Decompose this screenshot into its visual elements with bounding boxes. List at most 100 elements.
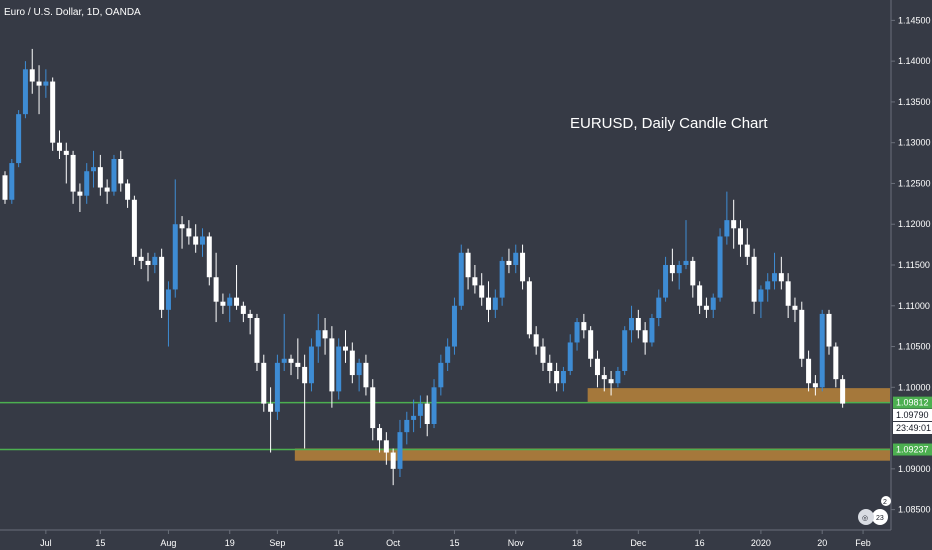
candle-52[interactable]	[356, 358, 362, 392]
candle-40[interactable]	[274, 354, 280, 420]
candle-30[interactable]	[206, 232, 212, 286]
candle-77[interactable]	[526, 277, 532, 339]
candle-89[interactable]	[608, 371, 614, 396]
candle-23[interactable]	[159, 248, 165, 318]
candle-21[interactable]	[145, 252, 151, 282]
candle-107[interactable]	[731, 199, 737, 249]
candle-110[interactable]	[751, 248, 757, 314]
candle-51[interactable]	[349, 342, 355, 384]
zone-lower[interactable]	[294, 448, 891, 461]
candle-1[interactable]	[9, 159, 15, 204]
candle-66[interactable]	[451, 297, 457, 355]
candle-37[interactable]	[254, 313, 260, 371]
candle-115[interactable]	[785, 273, 791, 318]
candle-59[interactable]	[404, 411, 410, 445]
tradingview-badge[interactable]: 2 ◎ 23	[858, 496, 891, 525]
candle-99[interactable]	[676, 260, 682, 290]
candle-16[interactable]	[111, 154, 117, 196]
candle-88[interactable]	[601, 366, 607, 392]
candle-44[interactable]	[302, 354, 308, 449]
candle-34[interactable]	[234, 265, 240, 310]
candle-35[interactable]	[240, 301, 246, 323]
candle-91[interactable]	[622, 326, 628, 376]
candle-92[interactable]	[629, 305, 635, 343]
candle-28[interactable]	[193, 224, 199, 253]
candle-18[interactable]	[125, 179, 131, 208]
candle-7[interactable]	[50, 77, 56, 151]
candle-0[interactable]	[2, 171, 8, 204]
candle-17[interactable]	[118, 150, 124, 192]
candle-80[interactable]	[547, 354, 553, 384]
candle-4[interactable]	[29, 48, 35, 94]
candle-25[interactable]	[172, 179, 178, 298]
candle-13[interactable]	[91, 150, 97, 188]
candle-3[interactable]	[22, 61, 28, 119]
candle-46[interactable]	[315, 313, 321, 363]
candle-71[interactable]	[486, 281, 492, 323]
candle-5[interactable]	[36, 65, 42, 115]
candle-102[interactable]	[697, 281, 703, 314]
candle-117[interactable]	[799, 301, 805, 367]
candle-29[interactable]	[199, 228, 205, 257]
candle-20[interactable]	[138, 248, 144, 270]
candle-9[interactable]	[63, 142, 69, 184]
candle-31[interactable]	[213, 252, 219, 323]
candle-70[interactable]	[479, 273, 485, 306]
candle-111[interactable]	[758, 285, 764, 318]
candle-38[interactable]	[261, 354, 267, 412]
candle-116[interactable]	[792, 297, 798, 323]
candle-96[interactable]	[656, 289, 662, 327]
candle-65[interactable]	[445, 338, 451, 371]
candle-120[interactable]	[819, 309, 825, 392]
candle-50[interactable]	[343, 330, 348, 363]
candle-78[interactable]	[533, 326, 539, 355]
candle-12[interactable]	[84, 163, 90, 204]
candle-33[interactable]	[227, 293, 233, 323]
candle-100[interactable]	[683, 220, 689, 270]
candle-75[interactable]	[513, 244, 519, 274]
candle-118[interactable]	[806, 350, 812, 392]
candle-48[interactable]	[329, 326, 335, 408]
candle-109[interactable]	[744, 228, 750, 265]
candle-101[interactable]	[690, 256, 696, 298]
candle-85[interactable]	[581, 313, 587, 339]
candle-72[interactable]	[492, 289, 498, 318]
candle-61[interactable]	[417, 395, 423, 429]
candle-19[interactable]	[131, 195, 137, 265]
candle-39[interactable]	[268, 387, 274, 453]
candle-83[interactable]	[567, 334, 573, 376]
candle-79[interactable]	[540, 338, 546, 371]
candle-90[interactable]	[615, 366, 621, 388]
candle-106[interactable]	[724, 191, 730, 245]
price-axis[interactable]: 1.14500 1.14000 1.13500 1.13000 1.12500 1.120…	[891, 15, 931, 515]
candle-95[interactable]	[649, 313, 655, 347]
candle-87[interactable]	[594, 350, 600, 388]
candle-94[interactable]	[642, 322, 648, 355]
candle-45[interactable]	[308, 338, 314, 392]
candle-81[interactable]	[554, 362, 560, 392]
candle-68[interactable]	[465, 248, 471, 290]
candle-63[interactable]	[431, 379, 437, 429]
candle-86[interactable]	[588, 326, 594, 367]
candle-69[interactable]	[472, 265, 478, 294]
candle-49[interactable]	[336, 338, 342, 400]
candle-53[interactable]	[363, 354, 369, 396]
candle-73[interactable]	[499, 256, 505, 306]
candle-54[interactable]	[370, 379, 376, 441]
candle-98[interactable]	[669, 248, 675, 282]
candle-105[interactable]	[717, 228, 723, 302]
candle-6[interactable]	[43, 69, 49, 98]
candle-14[interactable]	[97, 154, 103, 196]
candle-60[interactable]	[411, 399, 417, 433]
candle-93[interactable]	[635, 309, 641, 339]
candle-47[interactable]	[322, 318, 328, 355]
candle-8[interactable]	[56, 130, 62, 159]
candle-97[interactable]	[663, 256, 669, 302]
candle-26[interactable]	[179, 216, 185, 249]
time-axis[interactable]: Jul 15 Aug 19 Sep 16 Oct 15 Nov 18 Dec 16 2020 20 Feb	[40, 530, 871, 548]
candle-11[interactable]	[77, 183, 83, 212]
candle-74[interactable]	[506, 248, 512, 274]
candle-119[interactable]	[812, 375, 818, 396]
candle-57[interactable]	[390, 448, 396, 486]
